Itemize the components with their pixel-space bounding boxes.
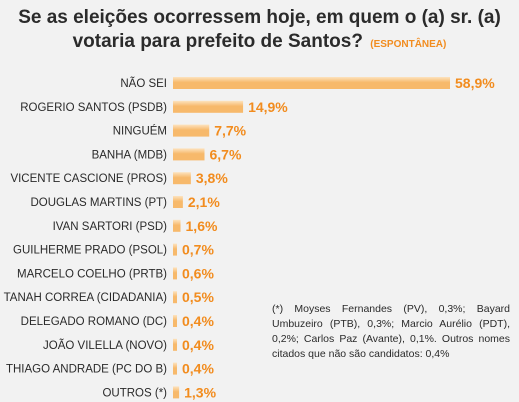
value-label-rogerio-santos-psdb: 14,9%: [248, 99, 288, 115]
category-label-guilherme-prado-psol: GUILHERME PRADO (PSOL): [13, 245, 167, 257]
value-label-guilherme-prado-psol: 0,7%: [182, 242, 214, 258]
bar-douglas-martins-pt: [173, 196, 183, 208]
value-label-vicente-cascione-pros: 3,8%: [196, 170, 228, 186]
bar-ivan-sartori-psd: [173, 219, 181, 232]
bar-marcelo-coelho-prtb: [173, 267, 177, 280]
category-label-tanah-correa-cidadania: TANAH CORREA (CIDADANIA): [4, 292, 168, 304]
value-label-marcelo-coelho-prtb: 0,6%: [182, 265, 214, 281]
bar-nao-sei: [173, 77, 450, 89]
value-label-delegado-romano-dc: 0,4%: [182, 313, 214, 329]
chart-title: Se as eleições ocorressem hoje, em quem …: [0, 6, 519, 57]
category-label-marcelo-coelho-prtb: MARCELO COELHO (PRTB): [17, 268, 167, 280]
value-label-banha-mdb: 6,7%: [210, 146, 242, 162]
category-label-thiago-andrade-pc-do-b: THIAGO ANDRADE (PC DO B): [6, 364, 167, 376]
category-label-banha-mdb: BANHA (MDB): [92, 149, 168, 161]
value-label-nao-sei: 58,9%: [455, 75, 495, 91]
title-tag: (ESPONTÂNEA): [370, 39, 447, 50]
value-label-outros: 1,3%: [184, 384, 216, 400]
bar-outros: [173, 386, 180, 399]
value-label-tanah-correa-cidadania: 0,5%: [182, 289, 214, 305]
bar-delegado-romano-dc: [173, 315, 177, 327]
bar-guilherme-prado-psol: [173, 243, 177, 256]
title-line-2: votaria para prefeito de Santos? (ESPONT…: [0, 30, 519, 57]
value-label-ivan-sartori-psd: 1,6%: [186, 218, 218, 234]
title-line-1: Se as eleições ocorressem hoje, em quem …: [18, 7, 501, 28]
value-label-joao-vilella-novo: 0,4%: [182, 337, 214, 353]
footnote: (*) Moyses Fernandes (PV), 0,3%; Bayard …: [272, 303, 510, 360]
category-label-joao-vilella-novo: JOÃO VILELLA (NOVO): [43, 339, 167, 352]
bar-banha-mdb: [173, 148, 205, 161]
value-label-thiago-andrade-pc-do-b: 0,4%: [182, 361, 214, 377]
category-label-outros: OUTROS (*): [102, 387, 167, 399]
category-label-delegado-romano-dc: DELEGADO ROMANO (DC): [21, 316, 167, 328]
bar-tanah-correa-cidadania: [173, 291, 177, 304]
category-label-ivan-sartori-psd: IVAN SARTORI (PSD): [53, 221, 168, 233]
bars-group: NÃO SEI 58,9% ROGERIO SANTOS (PSDB) 14,9% NI…: [4, 75, 496, 400]
category-label-douglas-martins-pt: DOUGLAS MARTINS (PT): [30, 197, 167, 209]
category-label-vicente-cascione-pros: VICENTE CASCIONE (PROS): [10, 173, 167, 185]
bar-ninguem: [173, 124, 210, 137]
bar-vicente-cascione-pros: [173, 172, 191, 185]
category-label-nao-sei: NÃO SEI: [120, 77, 167, 90]
category-label-rogerio-santos-psdb: ROGERIO SANTOS (PSDB): [20, 102, 167, 114]
value-label-douglas-martins-pt: 2,1%: [188, 194, 220, 210]
bar-rogerio-santos-psdb: [173, 100, 244, 113]
bar-thiago-andrade-pc-do-b: [173, 362, 177, 375]
value-label-ninguem: 7,7%: [214, 123, 246, 139]
bar-joao-vilella-novo: [173, 338, 177, 351]
category-label-ninguem: NINGUÉM: [113, 125, 167, 138]
title-line-2-text: votaria para prefeito de Santos?: [72, 31, 363, 52]
